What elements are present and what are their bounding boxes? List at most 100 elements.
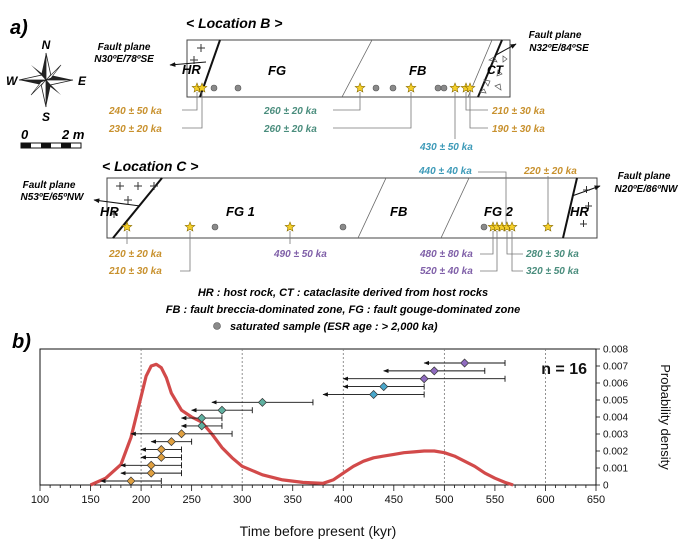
legend-line-1: HR : host rock, CT : cataclasite derived…: [198, 287, 488, 299]
location-c-age-label: 440 ± 40 ka: [418, 166, 472, 177]
location-c-samples: [211, 223, 488, 231]
x-axis-label: Time before present (kyr): [240, 523, 397, 539]
location-c-age-label: 220 ± 20 ka: [108, 249, 162, 260]
sample-age-point: [197, 421, 207, 431]
zone-label-fg1: FG 1: [226, 204, 255, 219]
dated-sample-star: [449, 82, 461, 93]
x-tick-label: 200: [132, 494, 150, 506]
sample-age-point: [126, 476, 136, 486]
zone-label-fb: FB: [409, 63, 426, 78]
sample-age-point: [166, 437, 176, 447]
y-axis-label: Probability density: [658, 364, 673, 470]
sample-age-point: [419, 374, 429, 384]
location-b-age-label: 260 ± 20 ka: [263, 106, 317, 117]
location-b-right-fault-title: Fault plane: [529, 30, 582, 41]
location-b-right-fault-orientation: N32ºE/84ºSE: [529, 43, 589, 54]
compass-north-label: N: [42, 38, 51, 52]
location-c-right-fault-arrow: [571, 185, 601, 197]
location-b-left-fault-orientation: N30ºE/78ºSE: [94, 54, 154, 65]
location-c-age-label: 520 ± 40 ka: [420, 266, 473, 277]
saturated-sample: [210, 84, 218, 92]
saturated-sample: [211, 223, 219, 231]
zone-label-fg2: FG 2: [484, 204, 514, 219]
location-c-left-fault-orientation: N53ºE/65ºNW: [21, 192, 85, 203]
location-c-title: < Location C >: [102, 158, 198, 174]
zone-label-hr-right: HR: [570, 204, 589, 219]
legend-saturated-marker: [213, 322, 221, 330]
location-c-age-label: 210 ± 30 ka: [108, 266, 162, 277]
location-b-age-label: 240 ± 50 ka: [108, 106, 162, 117]
location-c-age-label: 480 ± 80 ka: [419, 249, 473, 260]
location-b-age-label: 230 ± 20 ka: [108, 124, 162, 135]
sample-age-point: [146, 468, 156, 478]
zone-label-hr: HR: [182, 62, 201, 77]
x-tick-label: 100: [31, 494, 49, 506]
location-c-age-label: 490 ± 50 ka: [273, 249, 327, 260]
x-tick-label: 650: [587, 494, 605, 506]
x-tick-label: 250: [182, 494, 200, 506]
location-c-left-fault-arrow: [93, 198, 141, 207]
sample-age-point: [156, 445, 166, 455]
location-b-samples: [210, 84, 448, 92]
location-b-leaders: [182, 92, 488, 139]
scale-zero-label: 0: [21, 127, 29, 142]
location-c-age-label: 320 ± 50 ka: [526, 266, 579, 277]
dated-sample-star: [284, 221, 296, 232]
y-tick-label: 0.005: [603, 396, 628, 407]
sample-age-point: [369, 389, 379, 399]
x-tick-label: 150: [81, 494, 99, 506]
location-b-left-fault-title: Fault plane: [98, 42, 151, 53]
zone-label-fb: FB: [390, 204, 407, 219]
sample-age-point: [429, 366, 439, 376]
location-c-dated-samples: [121, 221, 554, 232]
x-tick-label: 400: [334, 494, 352, 506]
scale-distance-label: 2 m: [61, 127, 85, 142]
dated-sample-star: [464, 82, 476, 93]
location-b-right-fault-arrow: [495, 43, 517, 56]
sample-count-label: n = 16: [541, 361, 587, 378]
location-b-age-label: 210 ± 30 ka: [491, 106, 545, 117]
y-tick-label: 0.001: [603, 464, 628, 475]
sample-age-point: [217, 405, 227, 415]
plot-frame: [39, 348, 597, 486]
scale-bar: [20, 142, 82, 149]
sample-age-point: [379, 382, 389, 392]
dated-sample-star: [196, 82, 208, 93]
y-tick-label: 0.007: [603, 362, 628, 373]
sample-age-point: [460, 358, 470, 368]
x-tick-label: 300: [233, 494, 251, 506]
zone-label-fg: FG: [268, 63, 286, 78]
location-b-age-label: 430 ± 50 ka: [419, 142, 473, 153]
density-curve: [89, 362, 514, 487]
compass-east-label: E: [78, 74, 87, 88]
compass-rose-icon: [18, 52, 74, 108]
dated-sample-star: [354, 82, 366, 93]
sample-age-point: [156, 452, 166, 462]
x-tick-label: 350: [284, 494, 302, 506]
saturated-sample: [440, 84, 448, 92]
location-c-right-fault-title: Fault plane: [618, 171, 671, 182]
y-tick-label: 0.004: [603, 413, 628, 424]
zone-label-ct: CT: [487, 63, 505, 77]
legend-line-3: saturated sample (ESR age : > 2,000 ka): [230, 321, 438, 333]
location-c-left-fault-title: Fault plane: [23, 180, 76, 191]
saturated-sample: [434, 84, 442, 92]
y-tick-label: 0.006: [603, 379, 628, 390]
location-c-right-fault-orientation: N20ºE/86ºNW: [615, 184, 679, 195]
sample-age-point: [177, 429, 187, 439]
location-b-age-label: 190 ± 30 ka: [492, 124, 545, 135]
location-b-dated-samples: [191, 82, 476, 93]
legend-line-2: FB : fault breccia-dominated zone, FG : …: [166, 304, 520, 316]
compass-west-label: W: [6, 74, 19, 88]
x-tick-label: 500: [435, 494, 453, 506]
panel-a-label: a): [10, 17, 28, 39]
dated-sample-star: [405, 82, 417, 93]
location-c-section: [106, 177, 598, 239]
sample-age-point: [146, 460, 156, 470]
location-b-title: < Location B >: [186, 15, 282, 31]
dated-sample-star: [121, 221, 133, 232]
location-b-age-label: 260 ± 20 ka: [263, 124, 317, 135]
x-tick-label: 600: [536, 494, 554, 506]
y-tick-label: 0.002: [603, 447, 628, 458]
